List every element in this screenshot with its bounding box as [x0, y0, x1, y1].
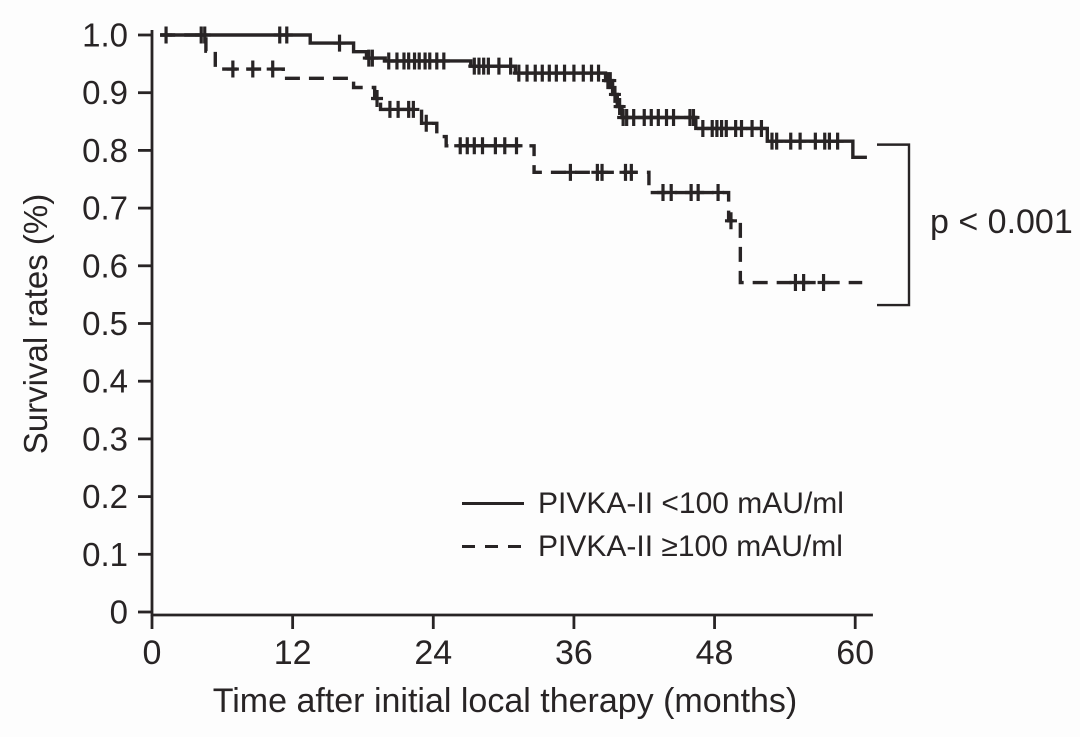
p-value-label: p < 0.001: [930, 203, 1073, 241]
censor-mark: [817, 274, 830, 292]
censor-mark: [407, 100, 420, 118]
censor-mark: [604, 72, 617, 90]
censor-mark: [333, 34, 346, 52]
legend-label-dashed: PIVKA-II ≥100 mAU/ml: [538, 529, 843, 563]
censor-mark: [831, 132, 844, 150]
censor-mark: [625, 163, 638, 181]
censor-mark: [226, 60, 239, 78]
censor-mark: [613, 98, 626, 116]
censor-mark: [420, 114, 433, 132]
censor-mark: [755, 119, 768, 137]
y-tick-label: 0.6: [82, 247, 128, 284]
censor-mark: [280, 26, 293, 44]
legend-item-solid: PIVKA-II <100 mAU/ml: [462, 482, 844, 525]
censor-mark: [596, 163, 609, 181]
censor-mark: [476, 137, 489, 155]
p-value-bracket: [877, 143, 911, 307]
x-axis-title: Time after initial local therapy (months…: [212, 682, 798, 720]
legend-line-solid: [462, 501, 524, 506]
legend-item-dashed: PIVKA-II ≥100 mAU/ml: [462, 525, 844, 568]
x-tick-label: 24: [414, 634, 452, 672]
x-tick-label: 0: [143, 634, 162, 672]
censor-mark: [266, 60, 279, 78]
censor-mark: [627, 109, 640, 127]
censor-mark: [504, 57, 517, 75]
x-tick-label: 36: [555, 634, 593, 672]
censor-mark: [246, 60, 259, 78]
censor-mark: [724, 212, 737, 230]
y-tick-label: 0.5: [82, 305, 128, 342]
x-tick-label: 60: [836, 634, 874, 672]
censor-mark: [592, 64, 605, 82]
y-axis-title: Survival rates (%): [17, 193, 54, 455]
censor-mark: [482, 57, 495, 75]
censor-mark: [498, 137, 511, 155]
censor-mark: [665, 184, 678, 202]
censor-mark: [510, 137, 523, 155]
km-curve-solid: [160, 33, 867, 160]
censor-mark: [608, 85, 621, 103]
censor-mark: [366, 49, 379, 67]
censor-mark: [198, 26, 211, 44]
censor-mark: [712, 184, 725, 202]
censor-mark: [160, 26, 173, 44]
censor-mark: [667, 109, 680, 127]
y-tick-label: 0.7: [82, 190, 128, 227]
y-tick-label: 0.8: [82, 132, 128, 169]
y-tick-label: 0.3: [82, 420, 128, 457]
x-tick-label: 12: [274, 634, 312, 672]
censor-mark: [692, 184, 705, 202]
x-tick-label: 48: [696, 634, 734, 672]
censor-mark: [797, 274, 810, 292]
legend-label-solid: PIVKA-II <100 mAU/ml: [538, 486, 844, 520]
censor-mark: [437, 52, 450, 70]
censor-mark: [770, 132, 783, 150]
censor-mark: [794, 132, 807, 150]
legend-line-dashed: [462, 544, 524, 549]
censor-mark: [735, 119, 748, 137]
y-tick-label: 0.2: [82, 478, 128, 515]
censor-mark: [371, 89, 384, 107]
y-tick-label: 0: [110, 594, 128, 631]
y-tick-label: 0.1: [82, 536, 128, 573]
y-tick-label: 0.4: [82, 363, 128, 400]
y-tick-label: 0.9: [82, 74, 128, 111]
censor-mark: [492, 57, 505, 75]
legend: PIVKA-II <100 mAU/ml PIVKA-II ≥100 mAU/m…: [462, 482, 844, 568]
censor-mark: [687, 109, 700, 127]
censor-mark: [564, 163, 577, 181]
y-tick-label: 1.0: [82, 17, 128, 54]
censor-mark: [392, 100, 405, 118]
